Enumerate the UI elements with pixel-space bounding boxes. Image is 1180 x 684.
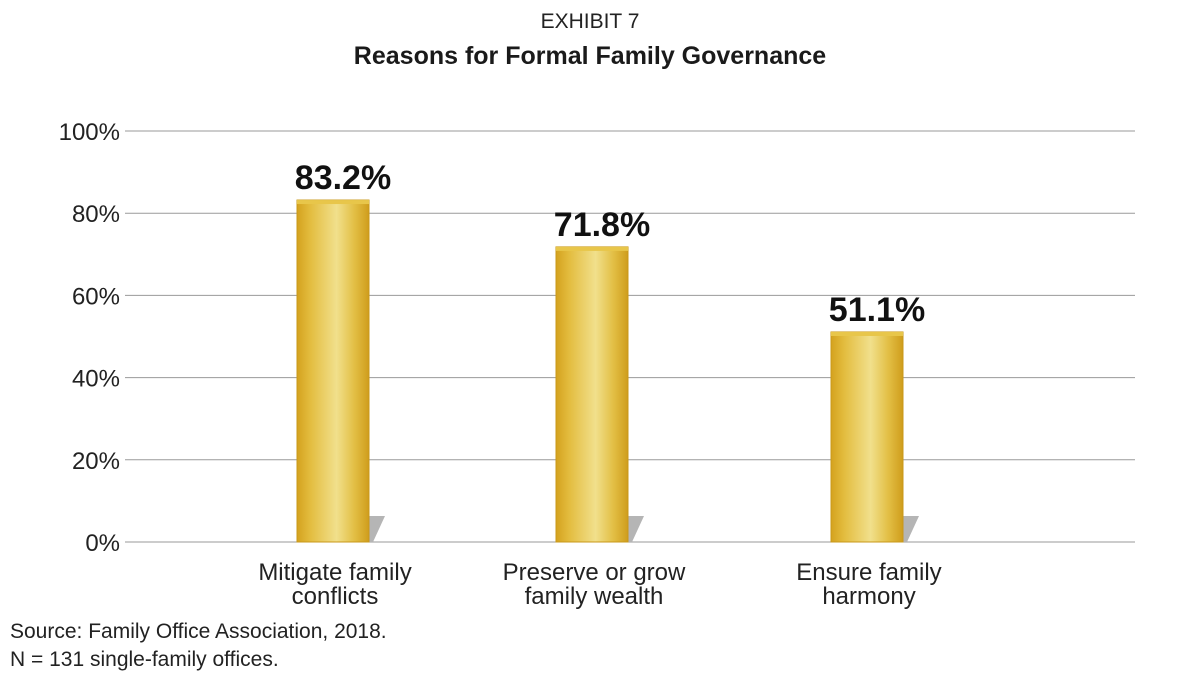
bar-cap <box>297 200 369 205</box>
category-label: conflicts <box>292 583 379 610</box>
bar-2 <box>555 246 644 543</box>
bar-shadow <box>903 516 919 542</box>
y-axis-ticks: 0% 20% 40% 60% 80% 100% <box>59 119 120 557</box>
source-note: Source: Family Office Association, 2018. <box>10 620 387 643</box>
bar-body <box>555 246 629 543</box>
y-tick-label: 20% <box>72 448 120 475</box>
category-label: Ensure family <box>796 559 941 586</box>
bar-1 <box>296 199 385 543</box>
value-label: 83.2% <box>295 159 391 197</box>
y-tick-label: 100% <box>59 119 120 146</box>
bar-body <box>830 331 904 543</box>
category-label: family wealth <box>525 583 664 610</box>
y-tick-label: 40% <box>72 366 120 393</box>
category-label: Preserve or grow <box>503 559 686 586</box>
bar-shadow <box>628 516 644 542</box>
value-label: 51.1% <box>829 291 925 329</box>
sample-note: N = 131 single-family offices. <box>10 648 279 671</box>
bar-cap <box>831 331 903 336</box>
bar-body <box>296 199 370 543</box>
bar-3 <box>830 331 919 543</box>
bar-shadow <box>369 516 385 542</box>
category-label: harmony <box>822 583 915 610</box>
exhibit-label: EXHIBIT 7 <box>540 10 640 33</box>
y-tick-label: 0% <box>85 530 120 557</box>
category-label: Mitigate family <box>258 559 411 586</box>
bar-cap <box>556 246 628 251</box>
grid-lines <box>125 130 1135 543</box>
y-tick-label: 80% <box>72 201 120 228</box>
bars <box>296 199 919 543</box>
value-label: 71.8% <box>554 206 650 244</box>
chart-title: Reasons for Formal Family Governance <box>353 42 827 70</box>
y-tick-label: 60% <box>72 283 120 310</box>
value-labels: 83.2% 71.8% 51.1% <box>295 159 925 329</box>
